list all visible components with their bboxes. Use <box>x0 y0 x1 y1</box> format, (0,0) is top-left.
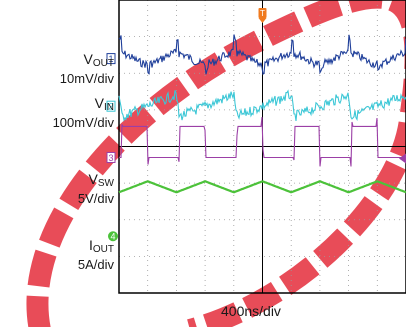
trigger-marker: T <box>258 8 267 23</box>
channel-marker-2: 2 <box>106 100 116 112</box>
timebase-label: 400ns/div <box>221 303 281 319</box>
waveform-traces <box>118 34 406 194</box>
channel-marker-text: 2 <box>108 102 113 112</box>
watermark-logo <box>26 0 406 327</box>
plot-frame <box>118 0 406 294</box>
channel-label-vout: VOUT 10mV/div <box>59 51 114 87</box>
channel-marker-text: 3 <box>108 153 113 163</box>
channel-marker-3: 3 <box>106 151 116 163</box>
trigger-marker-text: T <box>260 9 265 18</box>
channel-label-vsw: VSW 5V/div <box>77 171 114 207</box>
trace-vin <box>118 89 406 122</box>
channel-label-vin: VIN 100mV/div <box>52 95 114 131</box>
channel-label-iout: IOUT 5A/div <box>77 237 114 273</box>
channel-marker-1: 1 <box>106 53 116 65</box>
trace-iout <box>118 180 406 194</box>
channel-marker-4: 4 <box>108 231 118 242</box>
channel-markers: 1 2 3 4 <box>106 53 118 242</box>
channel-marker-text: 4 <box>110 232 115 242</box>
trigger-level-arrow <box>399 153 406 164</box>
channel-marker-text: 1 <box>108 54 113 64</box>
trace-vout <box>118 34 406 76</box>
trace-vsw <box>119 117 406 167</box>
